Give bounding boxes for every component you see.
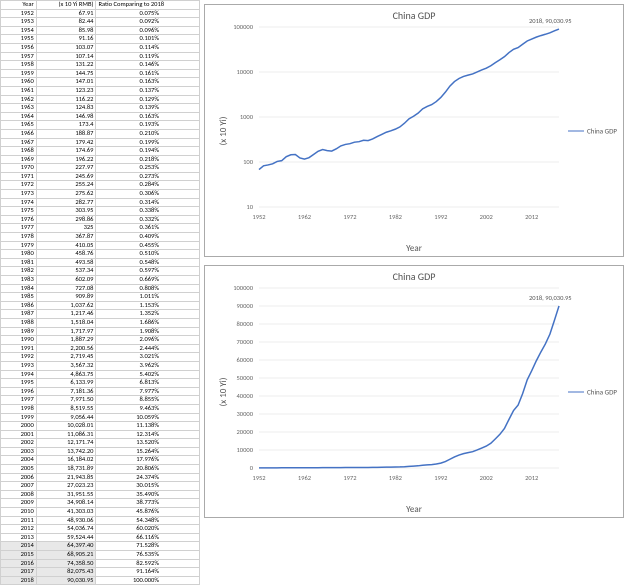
svg-text:80000: 80000 — [237, 320, 254, 328]
svg-text:2012: 2012 — [525, 474, 539, 482]
svg-text:1982: 1982 — [389, 474, 403, 482]
svg-text:1952: 1952 — [252, 213, 266, 221]
svg-text:1982: 1982 — [389, 213, 403, 221]
svg-text:40000: 40000 — [237, 392, 254, 400]
table-row[interactable]: 201464,397.4071.528% — [1, 542, 200, 551]
x-axis-label: Year — [406, 504, 422, 515]
data-callout: 2018, 90,030.95 — [529, 17, 572, 25]
chart-log[interactable]: China GDP (x 10 Yi) Year 10 100 1000 10000 1… — [204, 4, 624, 257]
table-row[interactable]: 1973275.620.306% — [1, 190, 200, 199]
svg-text:10000: 10000 — [237, 68, 254, 76]
svg-text:2012: 2012 — [525, 213, 539, 221]
table-row[interactable]: 1985909.891.011% — [1, 293, 200, 302]
table-row[interactable]: 19988,519.559.463% — [1, 404, 200, 413]
spreadsheet: Year(x 10 Yi RMB)Ratio Comparing to 2018… — [0, 0, 640, 526]
table-row[interactable]: 1958131.220.146% — [1, 61, 200, 70]
svg-text:60000: 60000 — [237, 356, 254, 364]
svg-text:50000: 50000 — [237, 374, 254, 382]
svg-text:90000: 90000 — [237, 302, 254, 310]
table-row[interactable]: 201568,905.2176.535% — [1, 551, 200, 560]
y-axis-label: (x 10 Yi) — [218, 377, 229, 406]
svg-text:70000: 70000 — [237, 338, 254, 346]
table-row[interactable]: 19933,567.323.962% — [1, 361, 200, 370]
table-row[interactable]: 201254,036.7460.020% — [1, 525, 200, 534]
legend: China GDP — [568, 387, 617, 396]
svg-text:20000: 20000 — [237, 428, 254, 436]
svg-text:10000: 10000 — [237, 446, 254, 454]
y-axis-label: (x 10 Yi) — [218, 116, 229, 145]
table-row[interactable]: 1966188.870.210% — [1, 129, 200, 138]
svg-text:1952: 1952 — [252, 474, 266, 482]
col-header[interactable]: Year — [1, 1, 37, 10]
table-row[interactable]: 201041,303.0345.876% — [1, 508, 200, 517]
svg-text:2002: 2002 — [480, 474, 494, 482]
svg-text:1972: 1972 — [343, 474, 357, 482]
table-row[interactable]: 1961123.230.137% — [1, 86, 200, 95]
svg-text:1972: 1972 — [343, 213, 357, 221]
legend: China GDP — [568, 126, 617, 135]
data-table-pane: Year(x 10 Yi RMB)Ratio Comparing to 2018… — [0, 0, 200, 526]
legend-swatch — [568, 391, 584, 392]
svg-text:0: 0 — [250, 464, 254, 472]
svg-text:10: 10 — [246, 203, 253, 211]
svg-text:30000: 30000 — [237, 410, 254, 418]
table-row[interactable]: 201782,075.4391.164% — [1, 568, 200, 577]
table-row[interactable]: 201674,358.5082.592% — [1, 559, 200, 568]
svg-text:100000: 100000 — [233, 23, 253, 31]
table-row[interactable]: 1968174.690.194% — [1, 147, 200, 156]
svg-text:1962: 1962 — [298, 474, 312, 482]
table-row[interactable]: 1978367.870.409% — [1, 233, 200, 242]
svg-text:1992: 1992 — [434, 474, 448, 482]
col-header[interactable]: Ratio Comparing to 2018 — [96, 1, 200, 10]
chart-linear[interactable]: China GDP (x 10 Yi) Year 0 10000 20000 3000… — [204, 265, 624, 518]
legend-label: China GDP — [587, 126, 617, 135]
table-row[interactable]: 200518,731.8920.806% — [1, 465, 200, 474]
legend-label: China GDP — [587, 387, 617, 396]
data-callout: 2018, 90,030.95 — [529, 294, 572, 302]
table-row[interactable]: 201890,030.95100.000% — [1, 576, 200, 585]
table-row[interactable]: 1983602.090.669% — [1, 276, 200, 285]
x-axis-label: Year — [406, 243, 422, 254]
chart-title: China GDP — [205, 270, 623, 283]
gdp-table[interactable]: Year(x 10 Yi RMB)Ratio Comparing to 2018… — [0, 0, 200, 585]
table-row[interactable]: 195382.440.092% — [1, 18, 200, 27]
svg-text:2002: 2002 — [480, 213, 494, 221]
table-row[interactable]: 1956103.070.114% — [1, 43, 200, 52]
table-row[interactable]: 19956,133.996.813% — [1, 379, 200, 388]
table-row[interactable]: 201359,524.4466.116% — [1, 533, 200, 542]
charts-pane: China GDP (x 10 Yi) Year 10 100 1000 10000 1… — [200, 0, 640, 526]
table-row[interactable]: 1963124.830.139% — [1, 104, 200, 113]
svg-text:100000: 100000 — [233, 284, 253, 292]
table-row[interactable]: 19881,518.041.686% — [1, 318, 200, 327]
table-row[interactable]: 19901,887.292.096% — [1, 336, 200, 345]
col-header[interactable]: (x 10 Yi RMB) — [36, 1, 96, 10]
svg-text:100: 100 — [243, 158, 254, 166]
svg-text:1962: 1962 — [298, 213, 312, 221]
svg-text:1992: 1992 — [434, 213, 448, 221]
legend-swatch — [568, 130, 584, 131]
svg-text:1000: 1000 — [240, 113, 254, 121]
table-row[interactable]: 200010,028.0111.138% — [1, 422, 200, 431]
